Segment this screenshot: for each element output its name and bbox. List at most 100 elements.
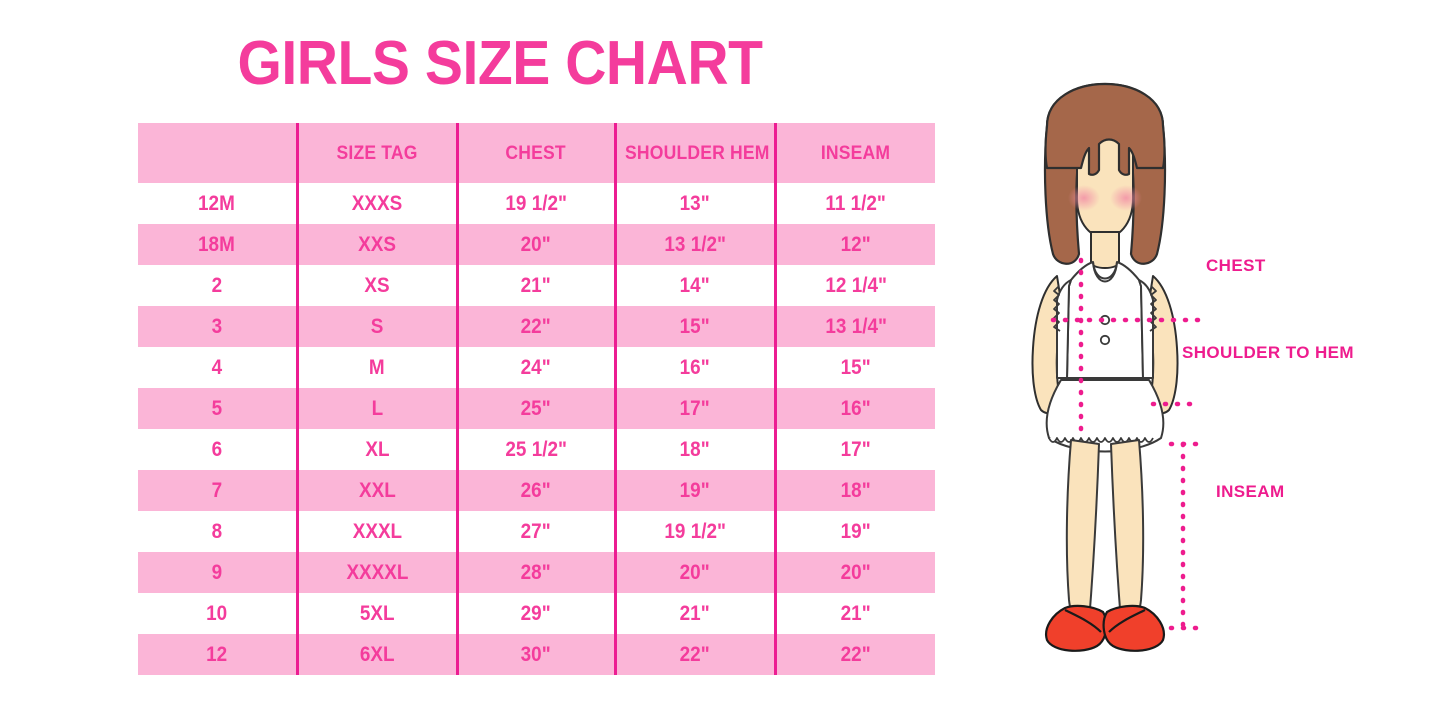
cell-size: 7 <box>138 470 297 511</box>
shirt-left-ruffle <box>1053 285 1061 332</box>
cell-size-text: 4 <box>211 355 223 379</box>
cell-shoulder-hem: 18" <box>613 429 775 470</box>
table-row: 9 XXXXL 28" 20" 20" <box>138 552 935 593</box>
left-leg-shape <box>1065 439 1100 625</box>
cell-size-text: 12M <box>198 191 236 215</box>
left-shoe-strap <box>1064 609 1102 633</box>
cell-chest: 28" <box>455 552 615 593</box>
table-row: 8 XXXL 27" 19 1/2" 19" <box>138 511 935 552</box>
cell-size-tag-text: 6XL <box>359 642 395 666</box>
cell-size: 4 <box>138 347 297 388</box>
right-shoe-strap <box>1108 609 1146 633</box>
table-row: 18M XXS 20" 13 1/2" 12" <box>138 224 935 265</box>
cell-shoulder-hem: 20" <box>613 552 775 593</box>
table-row: 2 XS 21" 14" 12 1/4" <box>138 265 935 306</box>
cell-inseam: 13 1/4" <box>773 306 935 347</box>
cell-size-tag-text: XXXXL <box>346 560 408 584</box>
cell-chest: 21" <box>455 265 615 306</box>
cell-chest-text: 20" <box>520 232 551 256</box>
shirt-right-ruffle <box>1149 285 1157 332</box>
cell-inseam: 15" <box>773 347 935 388</box>
cell-size: 9 <box>138 552 297 593</box>
cell-size-tag: XXXXL <box>295 552 457 593</box>
cell-shoulder-hem-text: 19 1/2" <box>664 519 726 543</box>
cell-inseam-text: 18" <box>840 478 871 502</box>
cell-chest: 26" <box>455 470 615 511</box>
cell-inseam: 12" <box>773 224 935 265</box>
cell-size: 3 <box>138 306 297 347</box>
cell-inseam-text: 12 1/4" <box>824 273 887 297</box>
table-row: 4 M 24" 16" 15" <box>138 347 935 388</box>
cell-chest: 30" <box>455 634 615 675</box>
cell-chest: 25 1/2" <box>455 429 615 470</box>
cell-size-text: 8 <box>211 519 223 543</box>
cell-size: 2 <box>138 265 297 306</box>
cell-size-tag: XXXL <box>295 511 457 552</box>
cell-size-text: 18M <box>198 232 236 256</box>
page-title: GIRLS SIZE CHART <box>237 29 763 98</box>
table-row: 10 5XL 29" 21" 21" <box>138 593 935 634</box>
cell-size-tag: XXXS <box>295 183 457 224</box>
cell-size-tag: M <box>295 347 457 388</box>
neck-shape <box>1090 231 1120 269</box>
cell-shoulder-hem-text: 13" <box>679 191 710 215</box>
cell-chest-text: 25" <box>520 396 551 420</box>
cell-shoulder-hem-text: 19" <box>679 478 710 502</box>
shoulder-to-hem-measurement-label: SHOULDER TO HEM <box>1182 343 1354 362</box>
cell-inseam-text: 22" <box>840 642 871 666</box>
cell-inseam: 19" <box>773 511 935 552</box>
cell-chest-text: 28" <box>520 560 551 584</box>
cell-inseam: 11 1/2" <box>773 183 935 224</box>
cell-shoulder-hem: 15" <box>613 306 775 347</box>
table-row: 3 S 22" 15" 13 1/4" <box>138 306 935 347</box>
column-header-chest: CHEST <box>455 123 615 183</box>
cell-size-text: 7 <box>211 478 223 502</box>
hair-bangs-shape <box>1044 82 1166 176</box>
chest-measurement-label: CHEST <box>1206 256 1266 275</box>
cell-size-text: 2 <box>211 273 223 297</box>
cell-shoulder-hem: 19" <box>613 470 775 511</box>
cell-size-tag: XXL <box>295 470 457 511</box>
cell-inseam-text: 21" <box>840 601 871 625</box>
cell-inseam: 18" <box>773 470 935 511</box>
left-shoe-shape <box>1045 604 1108 652</box>
cell-inseam-text: 13 1/4" <box>824 314 887 338</box>
cell-shoulder-hem-text: 22" <box>679 642 710 666</box>
cell-size-tag: XS <box>295 265 457 306</box>
cell-size-tag: S <box>295 306 457 347</box>
table-row: 12 6XL 30" 22" 22" <box>138 634 935 675</box>
cell-size-text: 6 <box>211 437 223 461</box>
table-row: 5 L 25" 17" 16" <box>138 388 935 429</box>
cell-size-tag-text: XXXS <box>351 191 403 215</box>
cell-size-text: 9 <box>211 560 223 584</box>
column-header-inseam-label: INSEAM <box>821 141 891 164</box>
cell-chest-text: 19 1/2" <box>505 191 567 215</box>
right-leg-shape <box>1110 439 1145 625</box>
cell-inseam: 17" <box>773 429 935 470</box>
cell-shoulder-hem: 14" <box>613 265 775 306</box>
cell-chest-text: 27" <box>520 519 551 543</box>
cell-chest: 29" <box>455 593 615 634</box>
cell-chest-text: 22" <box>520 314 551 338</box>
cell-chest-text: 26" <box>520 478 551 502</box>
table-row: 12M XXXS 19 1/2" 13" 11 1/2" <box>138 183 935 224</box>
cell-inseam-text: 20" <box>840 560 871 584</box>
column-header-shoulder-hem-label: SHOULDER HEM <box>624 141 770 164</box>
cell-size-tag: L <box>295 388 457 429</box>
cell-shoulder-hem-text: 17" <box>679 396 710 420</box>
cell-inseam-text: 16" <box>840 396 871 420</box>
cell-inseam: 21" <box>773 593 935 634</box>
cell-chest-text: 29" <box>520 601 551 625</box>
cell-chest-text: 24" <box>520 355 551 379</box>
shirt-button-lower <box>1099 334 1111 346</box>
cell-size-tag-text: XS <box>364 273 390 297</box>
cell-size: 8 <box>138 511 297 552</box>
cell-shoulder-hem: 19 1/2" <box>613 511 775 552</box>
cell-size: 12 <box>138 634 297 675</box>
cell-shoulder-hem: 22" <box>613 634 775 675</box>
cell-size-tag-text: XXXL <box>352 519 402 543</box>
cell-inseam-text: 19" <box>840 519 871 543</box>
cell-chest: 25" <box>455 388 615 429</box>
cell-size: 10 <box>138 593 297 634</box>
column-header-shoulder-hem: SHOULDER HEM <box>613 123 775 183</box>
